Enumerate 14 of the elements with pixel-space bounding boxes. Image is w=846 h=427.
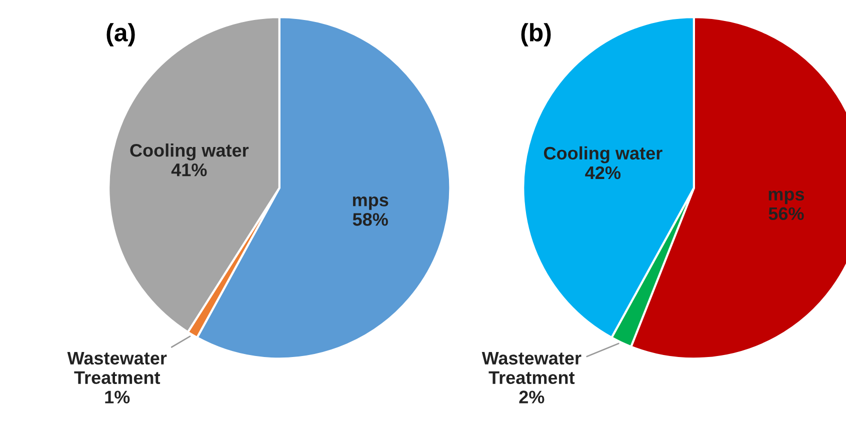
slice-label: mps	[768, 190, 804, 204]
chart-title: (b)	[521, 23, 551, 46]
slice-label: Wastewater Treatment	[67, 352, 167, 384]
data-label: 58%	[352, 213, 388, 226]
data-label: 56%	[768, 207, 804, 220]
slice-label: Cooling water	[130, 143, 249, 160]
slice-label: Cooling water	[544, 146, 662, 164]
data-label: 1%	[105, 390, 130, 404]
chart-title: (a)	[106, 23, 135, 46]
data-label: 42%	[585, 166, 621, 180]
data-label: 2%	[519, 390, 544, 404]
slice-label: Wastewater Treatment	[482, 352, 582, 384]
data-label: 41%	[171, 164, 207, 176]
slice-label: mps	[352, 196, 388, 210]
